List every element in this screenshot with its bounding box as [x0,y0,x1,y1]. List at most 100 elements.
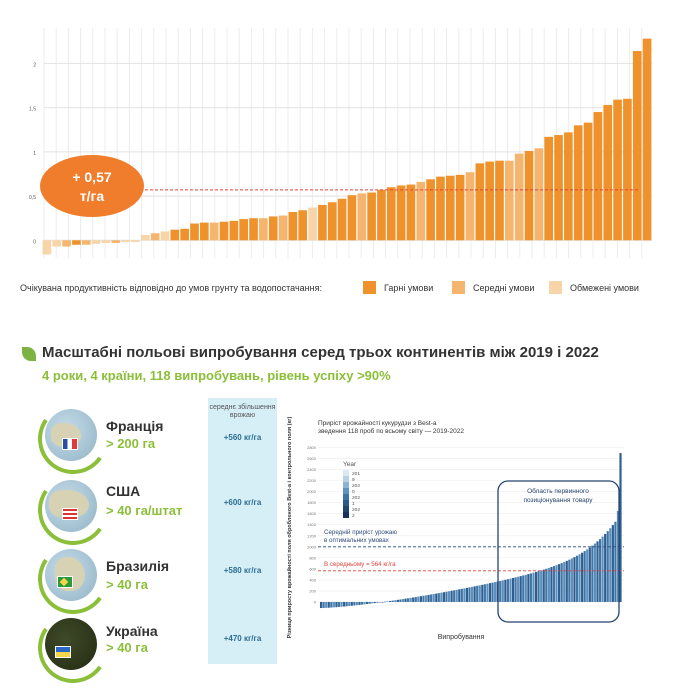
legend-swatch [343,470,349,476]
y-tick-label: 400 [309,577,316,582]
chart-subtitle: зведення 118 проб по всьому світу — 2019… [318,427,464,435]
yield-column-header: середнє збільшення врожаю [209,404,276,419]
bar [320,601,323,609]
usa-flag-icon [62,508,78,520]
y-tick-label: 0 [314,599,317,604]
bar [440,592,443,602]
bar [560,563,563,602]
france-flag-icon [62,438,78,450]
bar [552,566,556,602]
bar [460,588,463,602]
bar [534,148,544,241]
top-bar-chart: 0 0,5 1 1,5 2 + 0,57 т/га [29,28,652,258]
bar [406,184,416,241]
bar [343,601,346,607]
bar [327,202,337,241]
country-area-france: > 200 га [106,436,156,451]
bar [332,601,335,608]
bar [355,601,358,606]
bar [613,99,622,241]
bar [485,161,494,241]
bar [288,212,298,241]
legend-label: 9 [352,477,355,483]
legend-title: Year [343,461,357,468]
bar [376,601,379,603]
y-tick-label: 2600 [307,456,317,461]
country-area-usa: > 40 га/штат [106,503,183,518]
bar [160,231,170,241]
bar [358,601,361,605]
bar [488,583,492,602]
bar [360,601,364,605]
bar [478,585,481,602]
bar [101,240,111,243]
legend-label: 201 [352,471,360,477]
bar [578,554,581,602]
bar [601,536,604,602]
bar [381,601,384,603]
bar [407,598,410,602]
bar [389,600,392,602]
bar [619,453,622,602]
legend-swatch [343,512,349,518]
bar [509,578,512,602]
bar [455,589,458,602]
bar [481,584,484,602]
bar [111,240,121,243]
bar [377,189,386,241]
legend-label: 202 [352,507,360,513]
bar [345,601,348,607]
bar [570,558,573,602]
bar [511,577,515,602]
bar [268,216,278,241]
ukraine-field-icon [45,618,97,670]
bar [422,595,425,602]
leaf-icon [22,347,36,361]
legend-label: 1 [352,501,355,507]
bar [229,220,239,241]
bar [363,601,366,605]
country-name-brazil: Бразилія [106,558,170,574]
bar [486,583,489,602]
bar [591,545,594,602]
annotation-bubble [40,155,144,217]
bar [409,597,412,602]
bar [483,584,486,602]
bar [298,210,308,241]
bar [417,596,420,602]
bar [131,240,140,243]
bar [386,601,389,602]
bar [540,570,543,602]
highlight-label: позиціонування товару [523,496,593,504]
brazil-globe-icon [45,549,97,601]
bar [378,601,382,603]
bar [529,573,533,602]
bar [391,600,394,602]
bar [140,235,150,241]
bar [52,240,62,247]
bar [476,585,479,602]
bar [554,135,563,241]
bar [396,185,406,241]
bar [614,521,617,602]
bar [325,601,328,608]
average-line-label: В середньому = 564 кг/га [324,561,396,568]
bar [514,577,517,602]
bar [583,122,593,241]
y-tick-label: 0 [33,239,36,245]
legend-swatch [343,494,349,500]
bar [563,562,566,602]
bar [453,590,456,602]
bar [424,595,428,602]
bar [632,51,642,241]
legend-label: 202 [352,495,360,501]
yield-value-brazil: +580 кг/га [223,566,262,575]
bar [318,204,327,241]
bar [401,599,405,602]
bar [514,153,524,241]
legend-title: Очікувана продуктивність відповідно до у… [20,283,322,293]
bar [150,233,160,241]
legend-label-good: Гарні умови [384,283,434,293]
bar [437,593,440,602]
bar [593,112,603,241]
